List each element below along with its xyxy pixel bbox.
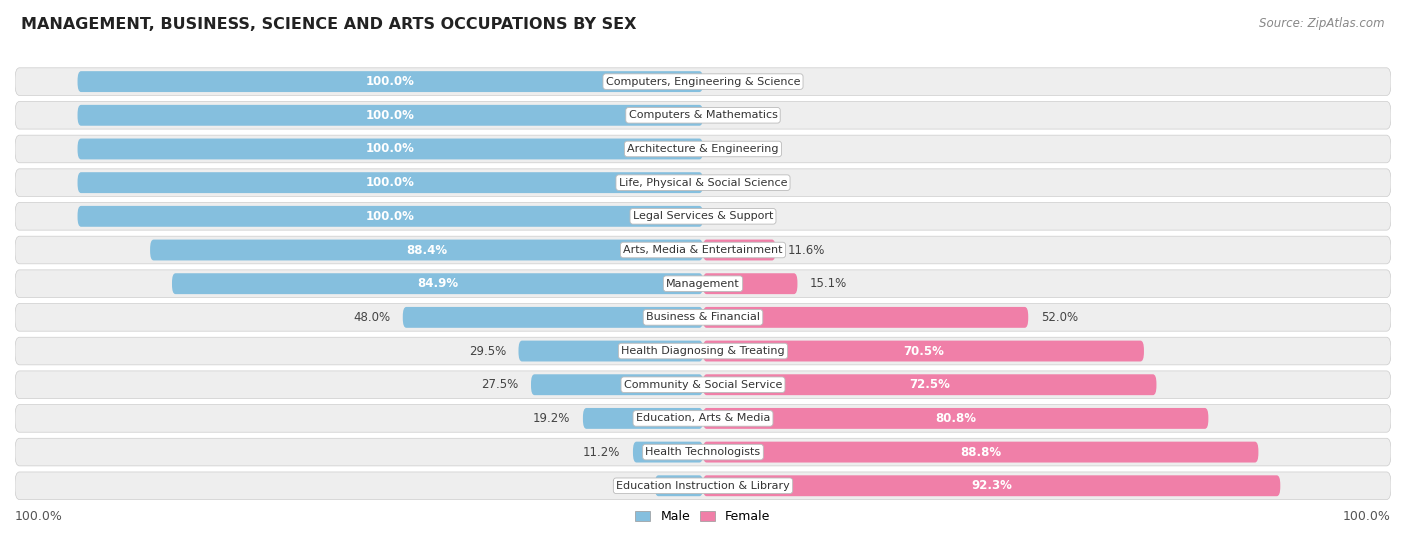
FancyBboxPatch shape [703,307,1028,328]
FancyBboxPatch shape [77,206,703,227]
FancyBboxPatch shape [15,304,1391,331]
FancyBboxPatch shape [633,442,703,462]
FancyBboxPatch shape [172,273,703,294]
FancyBboxPatch shape [703,375,1157,395]
Text: 100.0%: 100.0% [366,176,415,189]
Text: 84.9%: 84.9% [418,277,458,290]
Text: Architecture & Engineering: Architecture & Engineering [627,144,779,154]
Text: Health Diagnosing & Treating: Health Diagnosing & Treating [621,346,785,356]
Text: 100.0%: 100.0% [1343,510,1391,523]
Text: 11.6%: 11.6% [787,244,825,257]
Text: Business & Financial: Business & Financial [645,312,761,323]
FancyBboxPatch shape [15,169,1391,196]
FancyBboxPatch shape [15,438,1391,466]
FancyBboxPatch shape [15,102,1391,129]
Text: Computers & Mathematics: Computers & Mathematics [628,110,778,120]
Text: 15.1%: 15.1% [810,277,848,290]
FancyBboxPatch shape [150,240,703,260]
FancyBboxPatch shape [703,408,1208,429]
Text: Health Technologists: Health Technologists [645,447,761,457]
FancyBboxPatch shape [77,139,703,159]
Text: 100.0%: 100.0% [366,143,415,155]
FancyBboxPatch shape [77,172,703,193]
FancyBboxPatch shape [519,340,703,362]
FancyBboxPatch shape [703,340,1144,362]
Text: 52.0%: 52.0% [1040,311,1078,324]
Text: 88.4%: 88.4% [406,244,447,257]
FancyBboxPatch shape [402,307,703,328]
Text: Education Instruction & Library: Education Instruction & Library [616,481,790,491]
Text: Community & Social Service: Community & Social Service [624,380,782,390]
Text: Education, Arts & Media: Education, Arts & Media [636,414,770,423]
FancyBboxPatch shape [703,273,797,294]
FancyBboxPatch shape [531,375,703,395]
Text: 48.0%: 48.0% [353,311,391,324]
Text: 11.2%: 11.2% [583,446,620,458]
Text: Life, Physical & Social Science: Life, Physical & Social Science [619,178,787,188]
Text: Computers, Engineering & Science: Computers, Engineering & Science [606,77,800,87]
FancyBboxPatch shape [15,371,1391,399]
Text: 92.3%: 92.3% [972,479,1012,492]
Text: 80.8%: 80.8% [935,412,976,425]
Text: 100.0%: 100.0% [366,109,415,122]
Text: Source: ZipAtlas.com: Source: ZipAtlas.com [1260,17,1385,30]
FancyBboxPatch shape [77,105,703,126]
FancyBboxPatch shape [15,236,1391,264]
Text: MANAGEMENT, BUSINESS, SCIENCE AND ARTS OCCUPATIONS BY SEX: MANAGEMENT, BUSINESS, SCIENCE AND ARTS O… [21,17,637,32]
FancyBboxPatch shape [15,472,1391,500]
Text: 29.5%: 29.5% [468,344,506,358]
Text: 100.0%: 100.0% [366,210,415,223]
Text: Arts, Media & Entertainment: Arts, Media & Entertainment [623,245,783,255]
FancyBboxPatch shape [15,405,1391,432]
FancyBboxPatch shape [15,202,1391,230]
FancyBboxPatch shape [703,442,1258,462]
Text: 88.8%: 88.8% [960,446,1001,458]
FancyBboxPatch shape [15,135,1391,163]
Legend: Male, Female: Male, Female [630,505,776,528]
Text: Legal Services & Support: Legal Services & Support [633,211,773,221]
Text: 72.5%: 72.5% [910,378,950,391]
Text: 100.0%: 100.0% [15,510,63,523]
FancyBboxPatch shape [655,475,703,496]
FancyBboxPatch shape [583,408,703,429]
FancyBboxPatch shape [703,240,776,260]
Text: 19.2%: 19.2% [533,412,571,425]
FancyBboxPatch shape [703,475,1281,496]
Text: 100.0%: 100.0% [366,75,415,88]
Text: 7.7%: 7.7% [613,479,643,492]
Text: 70.5%: 70.5% [903,344,943,358]
FancyBboxPatch shape [15,68,1391,96]
Text: 27.5%: 27.5% [481,378,519,391]
FancyBboxPatch shape [15,270,1391,297]
Text: Management: Management [666,279,740,288]
FancyBboxPatch shape [77,71,703,92]
FancyBboxPatch shape [15,337,1391,365]
